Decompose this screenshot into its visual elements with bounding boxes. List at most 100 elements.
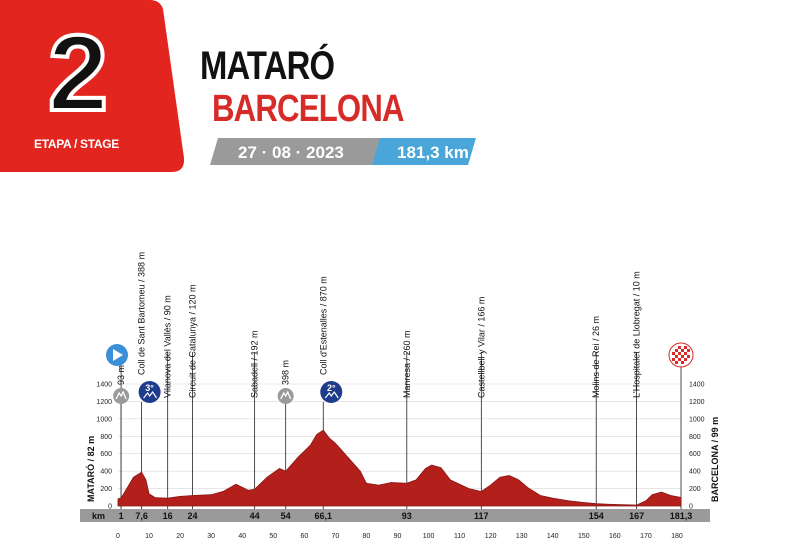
waypoint-label: Castellbell y Vilar / 166 m [476,297,486,398]
km-band-label: km [92,511,105,521]
x-tick-label: 0 [116,533,120,540]
y-axis-left: 0 200 400 600 800 1000 1200 1400 [96,382,112,511]
y-tick-label-left: 200 [100,486,112,493]
distance-bar [372,138,476,165]
km-marker-label: 181,3 [670,511,693,521]
finish-check [681,355,684,358]
x-tick-label: 80 [363,533,371,540]
km-band [80,509,710,522]
km-marker-label: 117 [474,511,489,521]
km-marker-label: 167 [629,511,644,521]
stage-number: 2 [46,12,110,133]
x-tick-label: 110 [454,533,465,540]
y-tick-label-left: 400 [100,469,112,476]
x-tick-label: 40 [238,533,246,540]
y-tick-label-right: 600 [689,451,701,458]
y-tick-label-right: 0 [689,504,693,511]
y-tick-label-right: 1400 [689,382,705,389]
x-tick-label: 20 [176,533,184,540]
finish-check [687,355,690,358]
y-tick-label-right: 200 [689,486,701,493]
finish-check [675,349,678,352]
sprint-icon [113,388,130,404]
y-tick-label-right: 800 [689,434,701,441]
waypoint-label: Molins de Rei / 26 m [591,316,601,398]
y-tick-label-right: 1200 [689,399,705,406]
elevation-profile-chart: km 1 7,6 16 24 44 54 66,1 93 117 154 167 181,3 0 10 2… [80,252,720,540]
x-tick-label: 90 [394,533,402,540]
y-tick-label-left: 1400 [96,382,112,389]
finish-check [675,361,678,364]
y-tick-label-right: 1000 [689,416,705,423]
km-marker-label: 44 [250,511,260,521]
km-marker-label: 154 [589,511,604,521]
left-axis-label: MATARÓ / 82 m [85,436,96,502]
y-tick-label-right: 400 [689,469,701,476]
x-tick-label: 180 [671,533,683,540]
waypoint-label: Sabadell / 192 m [250,330,260,398]
right-axis-label: BARCELONA / 99 m [710,417,720,502]
stage-label: ETAPA / STAGE [34,137,119,151]
waypoint-label: 398 m [281,360,291,385]
finish-check [681,361,684,364]
finish-check [684,358,687,361]
waypoint-label: 93 m [116,365,126,385]
finish-check [687,349,690,352]
y-tick-label-left: 800 [100,434,112,441]
x-tick-label: 120 [485,533,497,540]
waypoint-label: Coll d'Estenalles / 870 m [318,276,328,375]
finish-check [678,352,681,355]
km-marker-label: 1 [119,511,124,521]
km-marker-label: 93 [402,511,412,521]
end-town: BARCELONA [212,88,405,130]
svg-text:3°: 3° [145,383,154,393]
waypoint-label: L'Hospitalet de Llobregat / 10 m [632,271,642,398]
x-tick-label: 50 [269,533,277,540]
y-tick-label-left: 1200 [96,399,112,406]
climb-3rd-category-icon: 3° [138,381,161,403]
y-axis-right: 0 200 400 600 800 1000 1200 1400 [689,382,705,511]
svg-text:2°: 2° [327,383,336,393]
waypoint-label: Manresa / 260 m [402,330,412,398]
climb-2nd-category-icon: 2° [320,381,343,403]
waypoint-label: Coll de Sant Bartomeu / 388 m [137,252,147,375]
km-marker-label: 7,6 [135,511,148,521]
finish-check [678,358,681,361]
finish-check [672,358,675,361]
start-icon [106,344,128,366]
finish-check [672,352,675,355]
x-tick-label: 30 [207,533,215,540]
km-marker-label: 54 [281,511,291,521]
waypoint-label: Vilanova del Vallès / 90 m [163,295,173,398]
x-tick-label: 130 [516,533,528,540]
x-tick-label: 10 [145,533,153,540]
y-tick-label-left: 0 [108,504,112,511]
x-tick-label: 100 [423,533,435,540]
x-tick-label: 140 [547,533,559,540]
finish-check [684,346,687,349]
x-axis-ticks: 0 10 20 30 40 50 60 70 80 90 100 110 120 130 140 150 160… [116,533,683,540]
sprint-icon [277,388,294,404]
date-bar [210,138,383,165]
finish-check [684,352,687,355]
x-tick-label: 170 [640,533,652,540]
km-marker-label: 24 [188,511,198,521]
finish-check [675,355,678,358]
x-tick-label: 150 [578,533,590,540]
km-marker-label: 16 [163,511,173,521]
km-marker-label: 66,1 [314,511,332,521]
y-tick-label-left: 1000 [96,416,112,423]
stage-badge [0,0,185,172]
finish-flag-icon [668,342,694,368]
x-tick-label: 160 [609,533,621,540]
km-marker-labels: 1 7,6 16 24 44 54 66,1 93 117 154 167 181,3 [119,511,693,521]
waypoint-labels: 93 m Coll de Sant Bartomeu / 388 m Vilanov… [116,252,641,398]
waypoint-label: Circuit de Catalunya / 120 m [188,284,198,398]
y-tick-label-left: 600 [100,451,112,458]
waypoint-icons: 3° 2° [113,381,343,404]
stage-distance: 181,3 km [397,143,469,162]
x-tick-label: 70 [331,533,339,540]
x-tick-label: 60 [300,533,308,540]
finish-check [678,346,681,349]
stage-date: 27 · 08 · 2023 [238,143,344,162]
